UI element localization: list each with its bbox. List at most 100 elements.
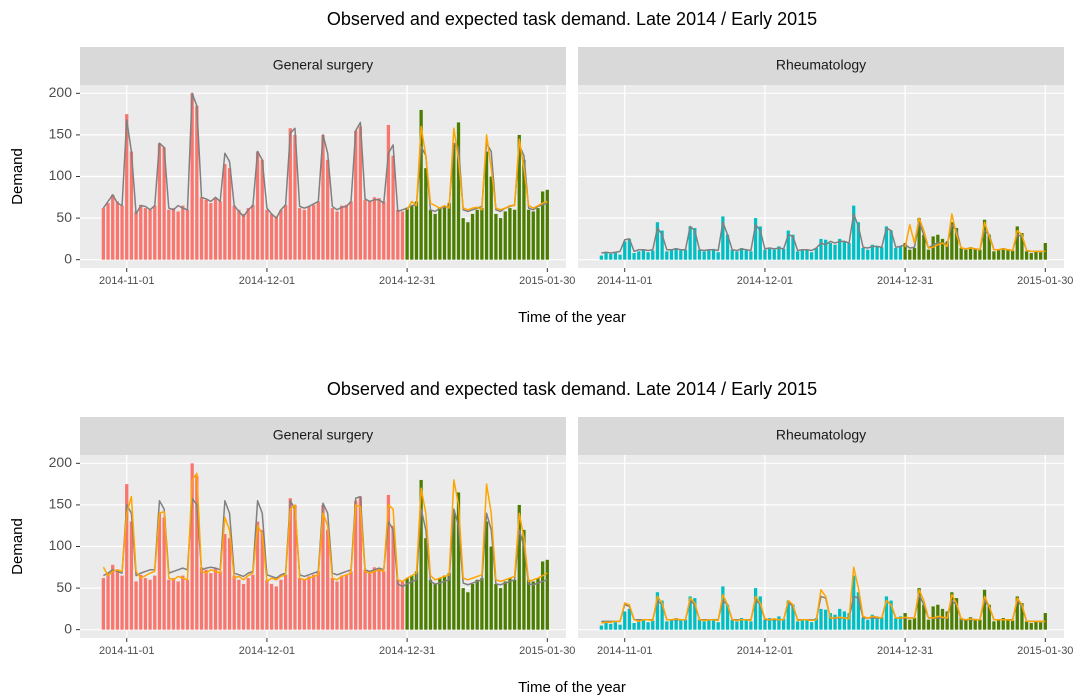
bar	[810, 622, 814, 630]
bar	[316, 571, 320, 630]
bar	[134, 581, 138, 630]
bar	[604, 253, 608, 260]
bar	[884, 596, 889, 630]
bar	[842, 611, 847, 630]
bar	[223, 164, 227, 260]
bar	[545, 189, 549, 260]
bar	[852, 205, 856, 260]
bar	[162, 517, 166, 630]
bar	[912, 618, 917, 630]
bar	[646, 252, 650, 260]
bar	[903, 243, 907, 260]
bar	[1006, 619, 1010, 630]
bar	[992, 251, 996, 260]
bar	[321, 504, 325, 630]
bar	[115, 201, 120, 260]
bar	[973, 248, 977, 260]
bar	[978, 249, 982, 260]
bar	[786, 230, 790, 260]
bar	[716, 622, 720, 630]
bar	[209, 573, 213, 630]
line	[601, 566, 1046, 624]
bar	[204, 199, 208, 260]
bar	[424, 538, 428, 630]
chart-title: Observed and expected task demand. Late …	[327, 9, 817, 29]
bar	[536, 578, 540, 630]
bar	[223, 534, 227, 630]
bar	[679, 250, 683, 260]
x-tick-label: 2014-12-31	[379, 645, 435, 657]
bar	[344, 204, 349, 260]
bar	[613, 252, 618, 260]
bar	[540, 561, 545, 630]
bar	[618, 624, 622, 630]
bar	[847, 243, 851, 260]
bar	[517, 504, 521, 630]
bar	[866, 619, 870, 630]
bar	[171, 208, 176, 260]
chart-title: Observed and expected task demand. Late …	[327, 379, 817, 399]
bar	[749, 251, 753, 260]
bar	[438, 578, 442, 630]
bar	[410, 205, 414, 260]
bar	[162, 147, 166, 260]
bar	[940, 608, 945, 630]
bar	[111, 194, 115, 260]
bar	[838, 238, 842, 260]
bar	[852, 575, 856, 630]
bar	[442, 205, 447, 260]
bar	[707, 250, 711, 260]
bar	[926, 249, 931, 260]
y-tick-label: 0	[64, 250, 72, 266]
bar	[335, 211, 339, 260]
bar	[386, 124, 391, 260]
bar	[744, 620, 748, 630]
bar	[269, 213, 274, 260]
bar	[772, 619, 776, 630]
bar	[400, 581, 405, 630]
bar	[866, 249, 870, 260]
x-tick-label: 2014-12-01	[737, 275, 793, 287]
x-tick-label: 2014-12-01	[239, 275, 295, 287]
bar	[494, 213, 498, 260]
x-tick-label: 2014-12-31	[379, 275, 435, 287]
bar	[702, 621, 706, 630]
bar	[508, 578, 512, 630]
bar	[739, 248, 744, 260]
bar	[978, 619, 982, 630]
bar	[269, 583, 274, 630]
bar	[1038, 622, 1043, 630]
bar	[512, 579, 517, 630]
bar	[842, 241, 847, 260]
bar	[279, 209, 283, 260]
bar	[176, 211, 180, 260]
bar	[637, 251, 641, 260]
bar	[641, 249, 646, 260]
y-tick-label: 0	[64, 620, 72, 636]
bar	[763, 249, 767, 260]
bar	[908, 619, 912, 630]
bar	[632, 623, 636, 630]
bar	[1010, 250, 1015, 260]
line	[904, 213, 1046, 253]
bar	[461, 588, 465, 630]
bar	[522, 529, 526, 630]
bar	[833, 244, 837, 260]
bar	[725, 234, 730, 260]
bar	[912, 248, 917, 260]
bar	[106, 203, 110, 260]
x-axis-label: Time of the year	[518, 679, 626, 696]
bar	[908, 249, 912, 260]
bar	[1015, 226, 1019, 260]
bar	[894, 618, 898, 630]
bar	[945, 241, 949, 260]
bar	[627, 608, 632, 630]
bar	[936, 604, 940, 630]
bar	[819, 608, 823, 630]
bar	[959, 248, 963, 260]
bar	[396, 209, 400, 260]
bar	[349, 571, 353, 630]
bar	[498, 218, 503, 260]
bar	[758, 596, 762, 630]
bar	[293, 504, 297, 630]
